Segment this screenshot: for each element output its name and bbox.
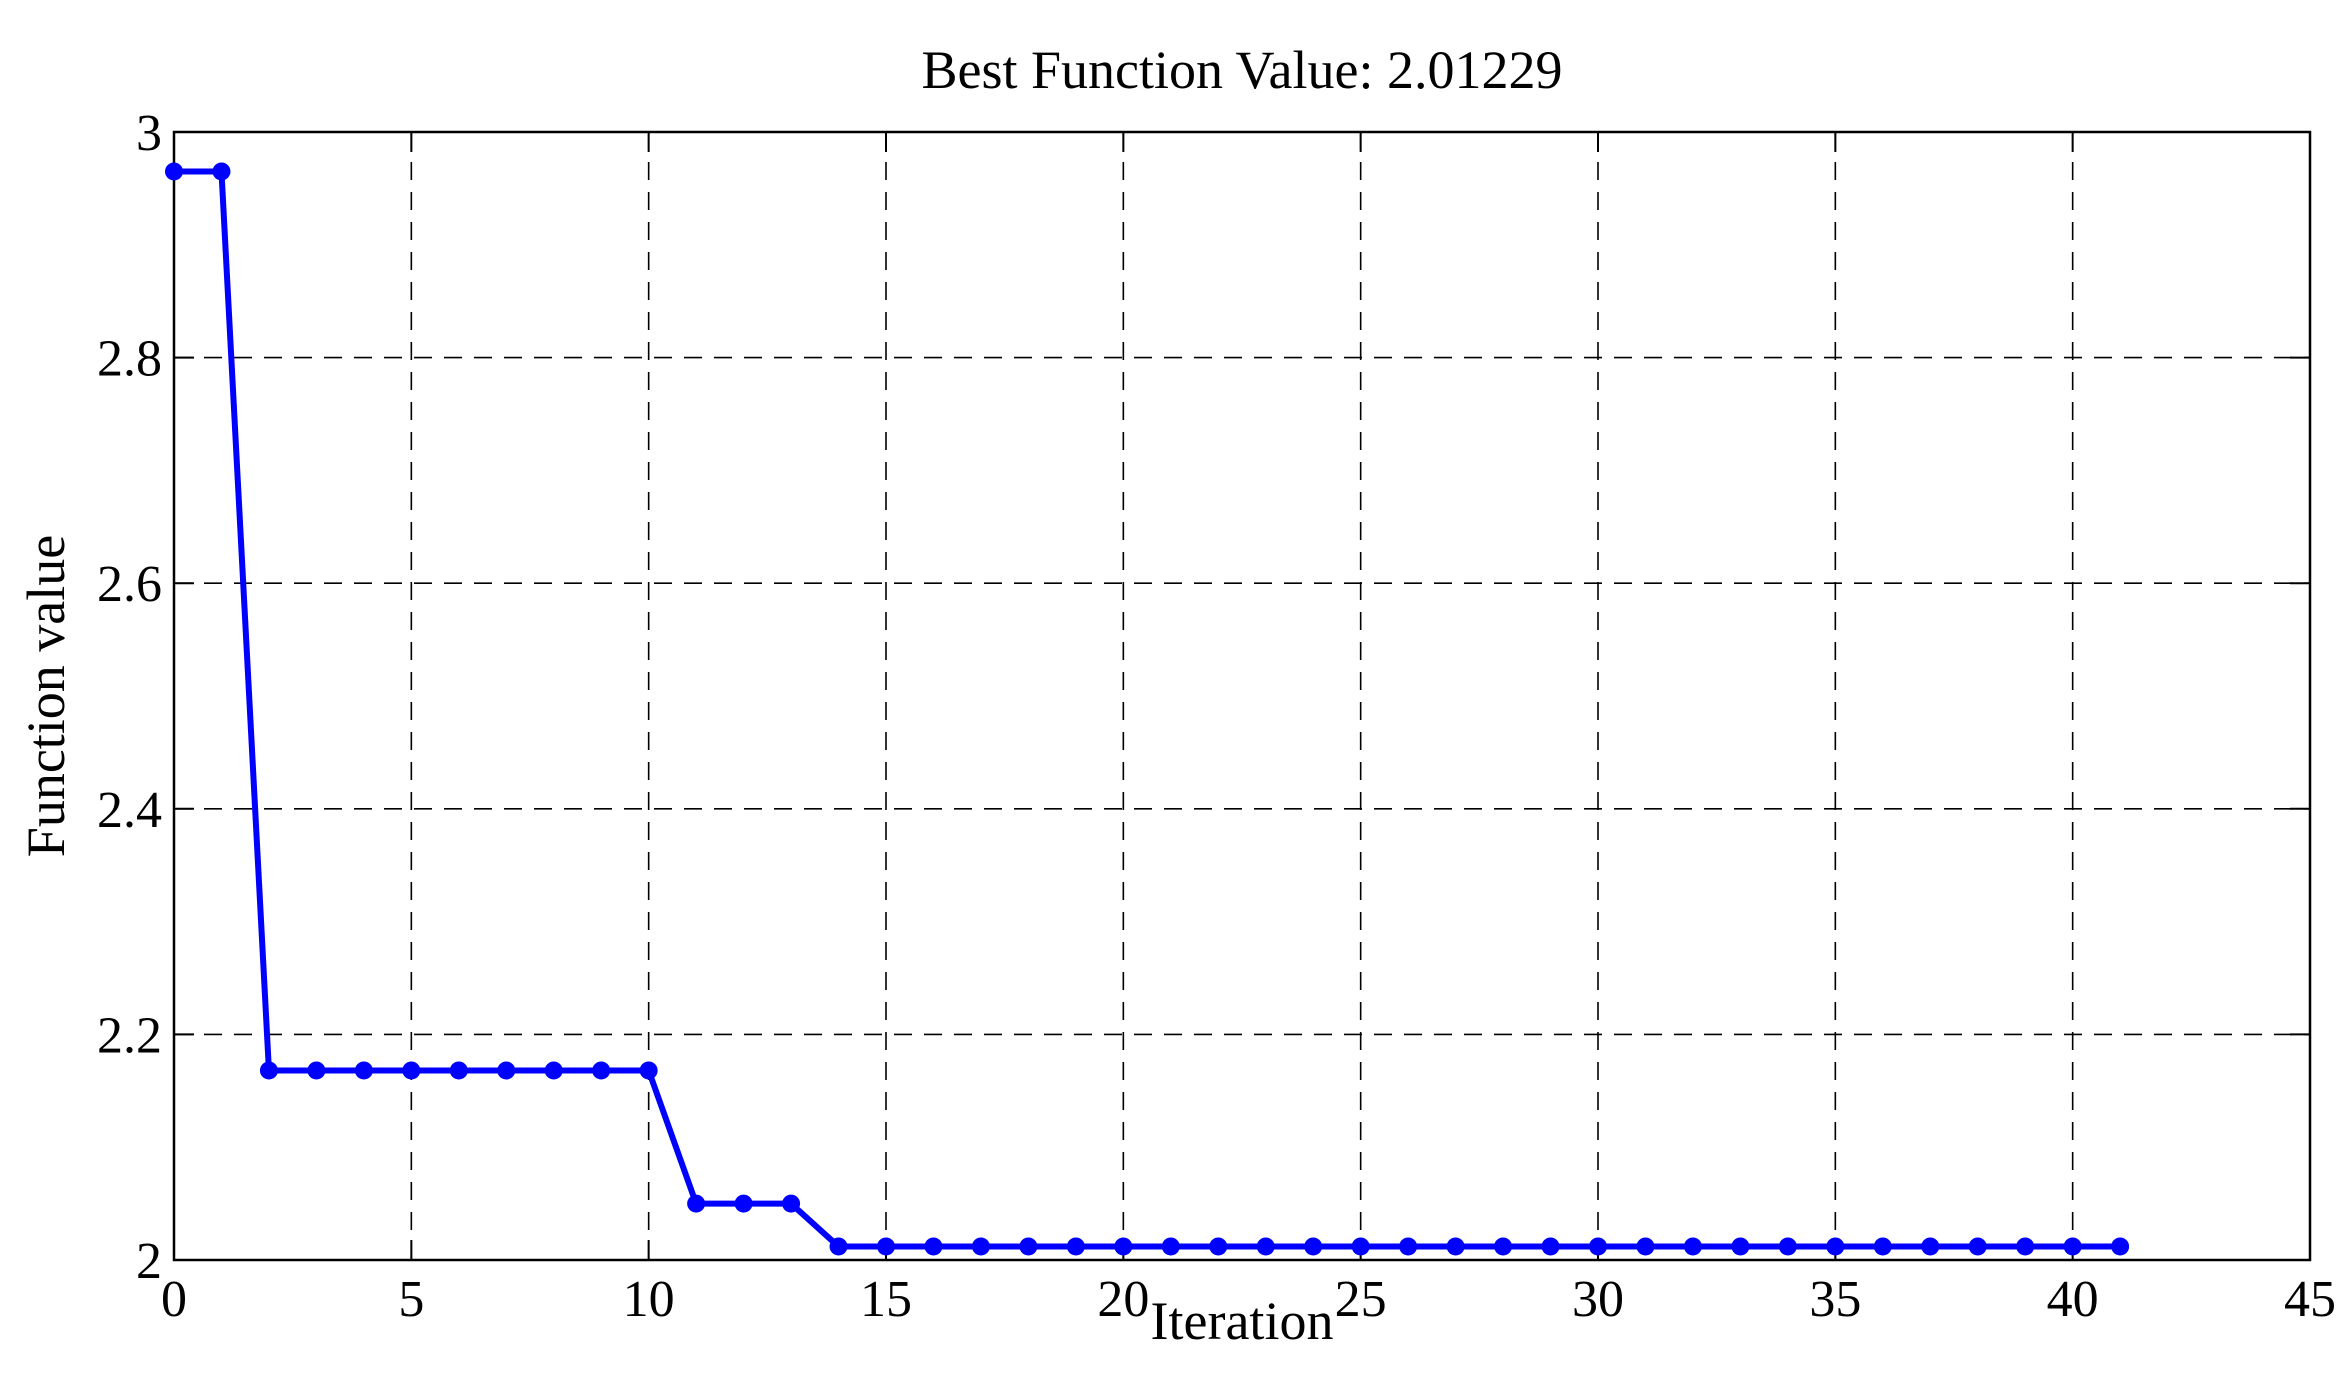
data-point [971, 1237, 990, 1256]
data-point [1304, 1237, 1323, 1256]
y-tick-label: 2 [136, 1233, 162, 1290]
data-point [1731, 1237, 1750, 1256]
data-point [687, 1194, 706, 1213]
data-point [402, 1061, 421, 1080]
x-axis-title: Iteration [1151, 1291, 1334, 1351]
x-tick-label: 45 [2284, 1271, 2336, 1328]
data-point [1968, 1237, 1987, 1256]
data-point [829, 1237, 848, 1256]
x-tick-label: 5 [398, 1271, 424, 1328]
x-tick-label: 15 [860, 1271, 912, 1328]
data-point [2016, 1237, 2035, 1256]
data-point [1921, 1237, 1940, 1256]
data-point [1161, 1237, 1180, 1256]
series-layer [165, 162, 2130, 1256]
data-point [544, 1061, 563, 1080]
data-point [259, 1061, 278, 1080]
data-point [1446, 1237, 1465, 1256]
data-point [1399, 1237, 1418, 1256]
data-point [592, 1061, 611, 1080]
data-point [1873, 1237, 1892, 1256]
data-point [877, 1237, 895, 1256]
x-tick-label: 35 [1809, 1271, 1861, 1328]
chart-title: Best Function Value: 2.01229 [922, 40, 1563, 100]
data-point [1209, 1237, 1228, 1256]
y-tick-label: 2.8 [97, 331, 162, 388]
x-tick-label: 40 [2047, 1271, 2099, 1328]
data-point [1351, 1237, 1370, 1256]
data-point [1683, 1237, 1702, 1256]
y-axis-title: Function value [16, 535, 76, 857]
data-point [1066, 1237, 1085, 1256]
x-tick-label: 20 [1097, 1271, 1149, 1328]
data-point [1589, 1237, 1607, 1256]
data-point [1636, 1237, 1655, 1256]
data-point [1256, 1237, 1275, 1256]
axis-ticks: 0 5 10 15 20 25 30 35 40 45 2 2.2 2.4 2.6 2.8 3 [97, 105, 2336, 1328]
data-point [497, 1061, 516, 1080]
data-point [1541, 1237, 1560, 1256]
data-point [212, 162, 231, 181]
y-tick-label: 2.4 [97, 782, 162, 839]
plot-area-frame [172, 130, 2312, 1262]
y-tick-label: 2.2 [97, 1007, 162, 1064]
data-point [354, 1061, 373, 1080]
data-point [1778, 1237, 1797, 1256]
x-tick-label: 0 [161, 1271, 187, 1328]
data-point [2063, 1237, 2082, 1256]
x-tick-label: 30 [1572, 1271, 1624, 1328]
data-point [639, 1061, 658, 1080]
data-point [924, 1237, 943, 1256]
data-point [782, 1194, 801, 1213]
data-point [1826, 1237, 1845, 1256]
y-tick-label: 2.6 [97, 556, 162, 613]
data-point [2111, 1237, 2130, 1256]
data-point [1114, 1237, 1133, 1256]
data-point [307, 1061, 326, 1080]
x-tick-label: 25 [1335, 1271, 1387, 1328]
data-point [449, 1061, 468, 1080]
y-tick-label: 3 [136, 105, 162, 162]
x-tick-label: 10 [623, 1271, 675, 1328]
data-point [734, 1194, 753, 1213]
data-point [165, 162, 183, 181]
data-point [1494, 1237, 1513, 1256]
data-point [1019, 1237, 1038, 1256]
